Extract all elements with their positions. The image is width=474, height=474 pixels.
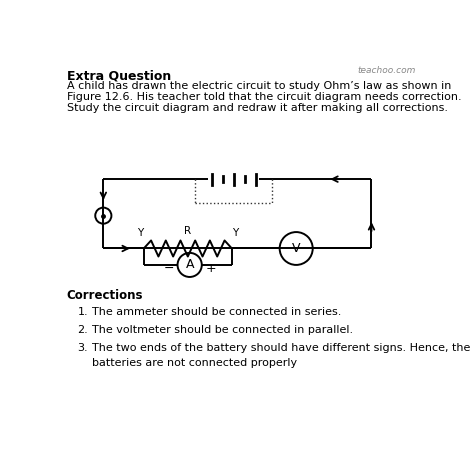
Text: The ammeter should be connected in series.: The ammeter should be connected in serie… <box>92 307 342 317</box>
Text: Extra Question: Extra Question <box>66 70 171 82</box>
Text: teachoo.com: teachoo.com <box>357 66 416 75</box>
Text: Y: Y <box>232 228 239 237</box>
Text: −: − <box>164 262 174 275</box>
Text: Y: Y <box>137 228 143 237</box>
Text: A: A <box>185 258 194 272</box>
Text: R: R <box>184 226 191 236</box>
Text: The two ends of the battery should have different signs. Hence, the: The two ends of the battery should have … <box>92 343 471 354</box>
Text: The voltmeter should be connected in parallel.: The voltmeter should be connected in par… <box>92 325 354 335</box>
Text: batteries are not connected properly: batteries are not connected properly <box>92 358 298 368</box>
Text: 2.: 2. <box>78 325 88 335</box>
Text: Study the circuit diagram and redraw it after making all corrections.: Study the circuit diagram and redraw it … <box>66 102 447 112</box>
Text: Figure 12.6. His teacher told that the circuit diagram needs correction.: Figure 12.6. His teacher told that the c… <box>66 91 461 101</box>
Text: 3.: 3. <box>78 343 88 354</box>
Text: Corrections: Corrections <box>66 289 143 301</box>
Text: 1.: 1. <box>78 307 88 317</box>
Text: V: V <box>292 242 301 255</box>
Text: +: + <box>205 262 216 275</box>
Text: A child has drawn the electric circuit to study Ohm’s law as shown in: A child has drawn the electric circuit t… <box>66 81 451 91</box>
